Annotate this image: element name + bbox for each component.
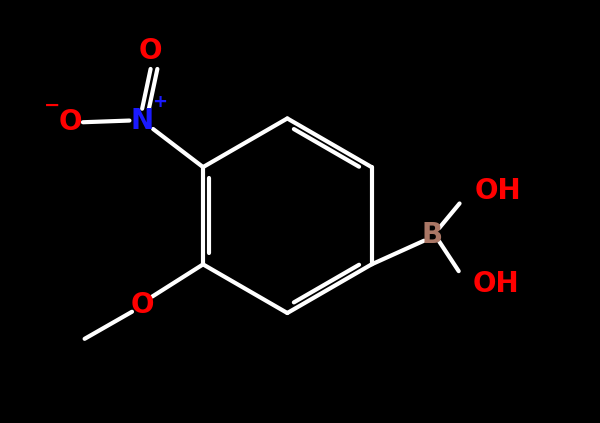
Text: OH: OH bbox=[472, 270, 519, 298]
Text: OH: OH bbox=[475, 177, 521, 205]
Text: O: O bbox=[58, 108, 82, 136]
Text: +: + bbox=[152, 93, 167, 111]
Text: B: B bbox=[422, 221, 443, 249]
Text: N: N bbox=[131, 107, 154, 135]
Text: O: O bbox=[139, 37, 163, 65]
Text: O: O bbox=[130, 291, 154, 319]
Text: −: − bbox=[44, 96, 61, 115]
